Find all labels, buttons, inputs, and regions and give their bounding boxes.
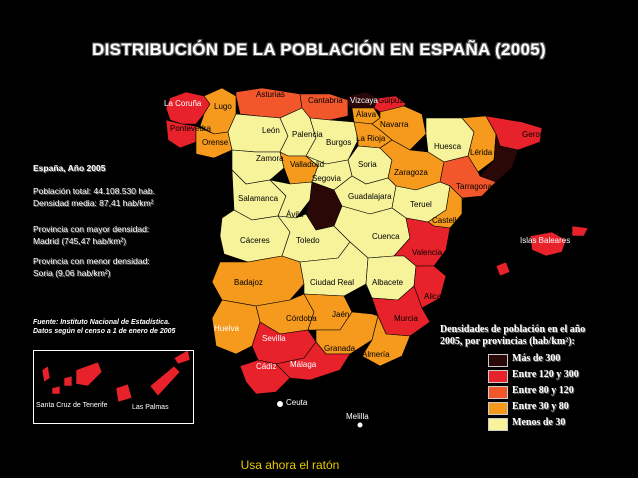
label-valencia: Valencia [412,248,443,257]
label-navarra: Navarra [380,120,409,129]
label-teruel: Teruel [410,200,432,209]
province-tarragona[interactable] [439,155,497,199]
label-las-palmas: Las Palmas [132,404,169,411]
province-orense[interactable] [195,125,233,159]
province-almeria[interactable] [361,315,411,367]
ceuta-dot [277,401,283,407]
legend-label: Más de 300 [512,353,561,364]
label-cantabria: Cantabria [308,96,343,105]
province-islas-baleares[interactable] [529,231,567,257]
label-santa-cruz: Santa Cruz de Tenerife [36,402,108,409]
label-huesca: Huesca [434,142,462,151]
label-zaragoza: Zaragoza [394,168,428,177]
label-cordoba: Córdoba [286,314,317,323]
label-albacete: Albacete [372,278,404,287]
info-mean-density: Densidad media: 87,41 hab/km² [33,198,154,208]
legend-label: Entre 30 y 80 [512,401,569,412]
legend-title: Densidades de población en el año 2005, … [440,324,585,348]
label-zamora: Zamora [256,154,284,163]
legend-swatch [488,386,508,399]
label-huelva: Huelva [214,324,239,333]
canarias-tenerife [75,361,103,387]
baleares-menorca [571,225,589,237]
info-max-value: Madrid (745,47 hab/km²) [33,236,127,246]
legend-label: Entre 120 y 300 [512,369,579,380]
label-ciudad-real: Ciudad Real [310,278,355,287]
label-guipuzcoa: Guipúzcoa [378,96,417,105]
canarias-la-palma [41,365,51,383]
source-line-1: Fuente: Instituto Nacional de Estadístic… [33,319,170,326]
canarias-el-hierro [51,385,61,395]
label-granada: Granada [324,344,356,353]
label-salamanca: Salamanca [238,194,279,203]
label-malaga: Málaga [290,360,317,369]
province-cadiz[interactable] [239,359,291,395]
canarias-fuerteventura [149,365,181,397]
label-vizcaya: Vizcaya [350,96,378,105]
province-malaga[interactable] [275,341,351,381]
label-orense: Orense [202,138,229,147]
legend-swatch [488,402,508,415]
legend-swatch [488,354,508,367]
label-castellon: Castellón [432,216,466,225]
info-source: Fuente: Instituto Nacional de Estadístic… [33,318,175,336]
province-barcelona[interactable] [479,133,519,183]
info-max-label: Provincia con mayor densidad: [33,224,150,234]
label-cuenca: Cuenca [372,232,400,241]
info-total-population: Población total: 44.108.530 hab. [33,186,155,196]
province-avila[interactable] [269,179,313,219]
label-islas-baleares: Islas Baleares [520,236,571,245]
label-alicante: Alicante [424,292,453,301]
canary-islands-inset [33,350,194,424]
label-jaen: Jaén [332,310,350,319]
label-lerida: Lérida [470,148,493,157]
label-caceres: Cáceres [240,236,270,245]
label-lugo: Lugo [214,102,232,111]
label-sevilla: Sevilla [262,334,286,343]
label-guadalajara: Guadalajara [348,192,392,201]
label-la-rioja: La Rioja [356,134,386,143]
canarias-la-gomera [63,375,73,387]
label-segovia: Segovia [312,174,341,183]
info-heading: España, Año 2005 [33,163,106,173]
map-title: DISTRIBUCIÓN DE LA POBLACIÓN EN ESPAÑA (… [92,40,546,59]
footer-hint: Usa ahora el ratón [240,458,340,472]
label-la-coruna: La Coruña [164,99,202,108]
source-line-2: Datos según el censo a 1 de enero de 200… [33,328,176,335]
info-min-value: Soria (9,06 hab/km²) [33,268,111,278]
label-leon: León [262,126,280,135]
label-melilla: Melilla [346,412,369,421]
canarias-lanzarote [173,349,191,365]
label-cadiz: Cádiz [256,362,277,371]
label-tarragona: Tarragona [456,182,493,191]
label-almeria: Almería [362,350,390,359]
legend-swatch [488,370,508,383]
legend-label: Entre 80 y 120 [512,385,574,396]
label-toledo: Toledo [296,236,320,245]
label-valladolid: Valladolid [290,160,325,169]
baleares-ibiza [495,261,511,277]
province-badajoz[interactable] [211,255,305,307]
legend-title-line-1: Densidades de población en el año [440,324,586,335]
label-murcia: Murcia [394,314,419,323]
label-ceuta: Ceuta [286,398,308,407]
label-palencia: Palencia [292,130,323,139]
label-burgos: Burgos [326,138,352,147]
label-gerona: Gerona [522,130,549,139]
canarias-gran-canaria [115,383,133,403]
label-pontevedra: Pontevedra [170,124,211,133]
legend-label: Menos de 30 [512,417,566,428]
label-alava: Álava [356,110,377,119]
legend-swatch [488,418,508,431]
info-min-label: Provincia con menor densidad: [33,256,150,266]
melilla-dot [357,422,363,428]
label-soria: Soria [358,160,377,169]
label-badajoz: Badajoz [234,278,263,287]
legend-title-line-2: 2005, por provincias (hab/km²): [440,336,575,347]
label-avila: Ávila [286,210,304,219]
label-asturias: Asturias [256,90,285,99]
province-la-coruna[interactable] [165,91,211,125]
